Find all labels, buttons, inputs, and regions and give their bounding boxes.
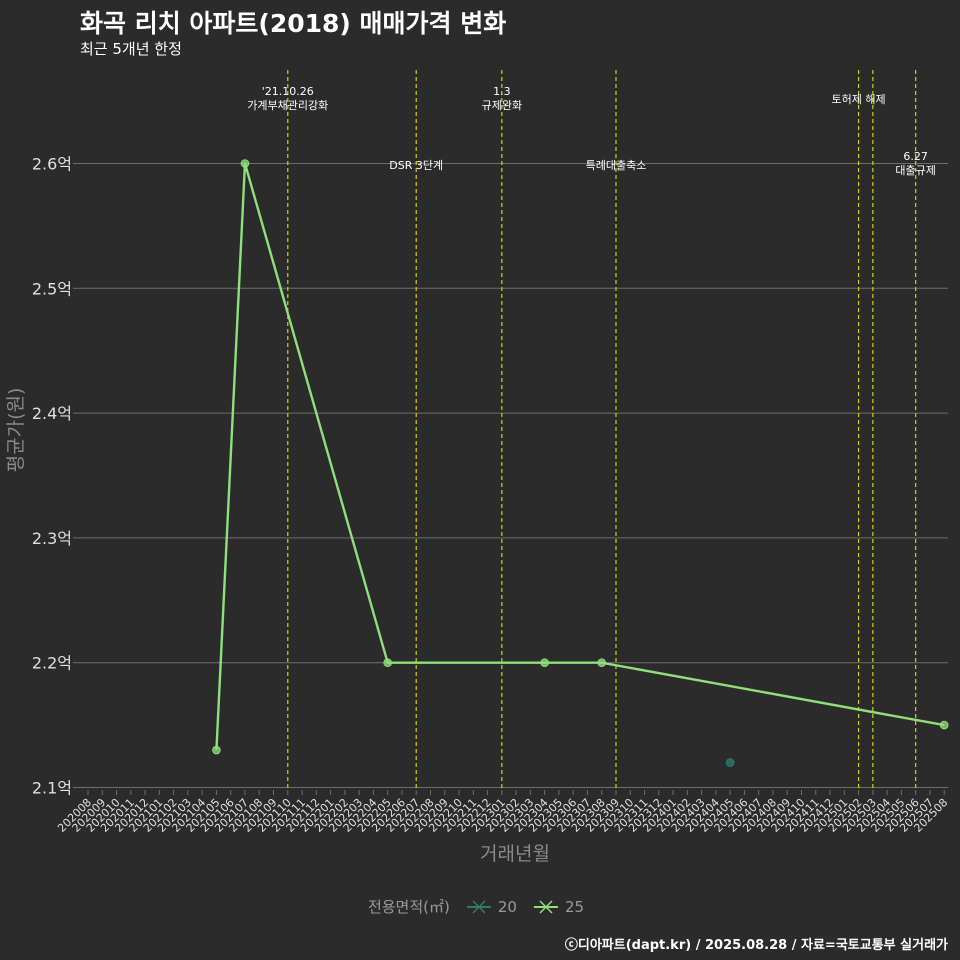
event-label: 토허제 해제 — [832, 92, 886, 106]
x-axis-title: 거래년월 — [480, 843, 550, 865]
event-label-line: 특례대출축소 — [586, 159, 647, 172]
legend: 전용면적(㎡) 20 25 — [0, 896, 960, 917]
event-label-line: 대출규제 — [895, 164, 935, 177]
event-label-line: 1.3 — [493, 85, 511, 98]
event-label-line: 규제완화 — [482, 99, 522, 112]
series-25-point — [383, 658, 392, 668]
event-label-line: 토허제 해제 — [832, 92, 886, 106]
y-tick-label: 2.4억 — [32, 404, 72, 423]
event-label-line: '21.10.26 — [262, 85, 314, 98]
y-tick-label: 2.6억 — [32, 155, 72, 174]
event-label-line: 가계부채관리강화 — [247, 99, 328, 112]
series-25-line — [215, 162, 945, 751]
legend-key-25-icon — [533, 899, 558, 914]
event-label-line: 6.27 — [903, 150, 928, 163]
series-25-point — [597, 658, 607, 668]
legend-title: 전용면적(㎡) — [367, 898, 450, 916]
y-axis-title: 평균가(원) — [5, 388, 27, 473]
legend-item-25: 25 — [531, 897, 592, 917]
event-label: 6.27 대출규제 — [895, 150, 935, 177]
event-label: 특례대출축소 — [586, 159, 647, 172]
series-25-point — [939, 720, 949, 730]
source-credit: ⓒ디아파트(dapt.kr) / 2025.08.28 / 자료=국토교통부 실… — [564, 938, 948, 953]
legend-label-25: 25 — [564, 897, 585, 916]
chart-title: 화곡 리치 아파트(2018) 매매가격 변화 — [80, 9, 507, 38]
event-label: DSR 3단계 — [389, 159, 443, 172]
chart-subtitle: 최근 5개년 한정 — [80, 40, 182, 58]
legend-key-20-icon — [466, 899, 491, 914]
series-25-point — [240, 159, 250, 168]
series-25-point — [540, 658, 549, 668]
series-25-point — [212, 745, 221, 755]
y-tick-label: 2.5억 — [32, 279, 72, 298]
event-label-line: DSR 3단계 — [389, 159, 443, 172]
series-20-point — [725, 758, 735, 767]
y-tick-label: 2.1억 — [32, 779, 72, 798]
y-tick-label: 2.2억 — [32, 654, 72, 673]
y-tick-label: 2.3억 — [32, 529, 72, 548]
event-label: 1.3 규제완화 — [482, 85, 522, 112]
legend-label-20: 20 — [497, 897, 517, 916]
event-label: '21.10.26 가계부채관리강화 — [247, 85, 328, 112]
legend-item-20: 20 — [464, 897, 525, 917]
